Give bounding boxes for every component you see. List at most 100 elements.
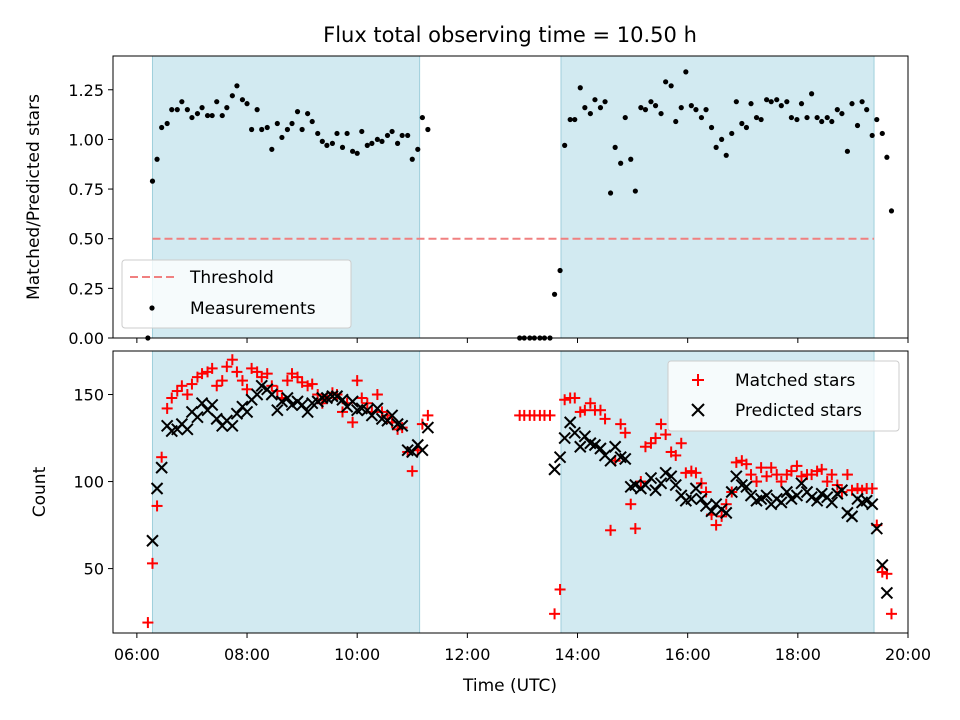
- predicted-star-marker: [639, 478, 652, 492]
- measurement-point: [809, 91, 815, 97]
- top-y-ticks: 0.00 0.25 0.50 0.75 1.00 1.25: [68, 81, 113, 348]
- measurement-point: [663, 79, 669, 85]
- measurement-point: [234, 83, 240, 89]
- matched-star-marker: [549, 608, 561, 620]
- matched-star-marker: [599, 413, 611, 425]
- matched-star-marker: [569, 392, 581, 404]
- predicted-star-marker: [760, 489, 773, 502]
- matched-star-marker: [241, 383, 253, 395]
- measurement-point: [199, 105, 205, 111]
- predicted-star-marker: [558, 431, 571, 445]
- measurement-point: [739, 120, 745, 127]
- measurement-point: [409, 156, 415, 162]
- matched-star-marker: [710, 519, 722, 531]
- measurement-point: [743, 124, 750, 131]
- matched-star-marker: [670, 449, 682, 461]
- measurement-point: [713, 144, 719, 150]
- predicted-star-marker: [316, 391, 329, 405]
- matched-star-marker: [256, 371, 268, 383]
- predicted-star-marker: [740, 480, 753, 493]
- matched-star-marker: [161, 402, 173, 414]
- matched-star-marker: [246, 362, 258, 374]
- measurement-point: [551, 291, 558, 297]
- legend-predicted-swatch: [691, 403, 705, 417]
- measurement-point: [708, 124, 715, 131]
- predicted-star-marker: [876, 558, 889, 572]
- predicted-star-marker: [295, 398, 309, 412]
- predicted-star-marker: [805, 491, 818, 504]
- measurement-point: [648, 99, 654, 105]
- predicted-star-marker: [865, 497, 879, 511]
- legend-predicted-label: Predicted stars: [735, 401, 862, 421]
- measurement-point: [784, 99, 790, 105]
- measurement-point: [405, 132, 411, 139]
- matched-star-marker: [751, 476, 763, 488]
- predicted-star-marker: [421, 421, 435, 434]
- measurement-point: [219, 112, 225, 119]
- matched-star-marker: [655, 418, 667, 430]
- bottom-panel: 50 100 150 06:00 08:00 10:00 12:00 14:00 16:00 1…: [30, 350, 931, 696]
- predicted-star-marker: [608, 440, 622, 453]
- measurement-point: [678, 105, 684, 111]
- measurement-point: [209, 112, 215, 119]
- measurement-point: [149, 178, 156, 184]
- matched-star-marker: [625, 498, 637, 510]
- predicted-star-marker: [346, 395, 359, 408]
- measurement-point: [359, 128, 365, 135]
- matched-star-marker: [156, 451, 168, 463]
- measurement-point: [389, 128, 395, 135]
- predicted-star-marker: [191, 410, 204, 424]
- matched-star-marker: [730, 456, 742, 468]
- measurement-point: [673, 118, 679, 125]
- matched-star-marker: [146, 557, 158, 569]
- measurement-point: [289, 120, 295, 127]
- measurement-point: [309, 118, 315, 125]
- predicted-star-marker: [230, 407, 244, 420]
- measurement-point: [683, 69, 689, 75]
- legend-matched-swatch: [692, 374, 704, 386]
- measurement-point: [315, 130, 321, 137]
- measurement-point: [658, 110, 664, 117]
- x-tick-label: 14:00: [554, 645, 600, 664]
- matched-star-marker: [605, 524, 617, 536]
- top-y-tick-label: 0.75: [68, 180, 104, 199]
- predicted-star-marker: [285, 398, 299, 412]
- matched-star-marker: [221, 361, 233, 373]
- measurement-point: [339, 144, 346, 150]
- measurement-point: [638, 105, 644, 111]
- measurement-point: [415, 146, 421, 152]
- predicted-star-marker: [780, 485, 794, 499]
- matched-star-marker: [181, 389, 193, 401]
- matched-star-marker: [226, 354, 238, 366]
- matched-star-marker: [594, 404, 606, 416]
- measurement-point: [814, 114, 820, 121]
- top-x-ticks: [136, 338, 909, 343]
- measurement-point: [834, 107, 840, 113]
- x-tick-label: 10:00: [334, 645, 380, 664]
- predicted-star-marker: [371, 402, 384, 415]
- matched-star-marker: [775, 476, 787, 488]
- predicted-star-marker: [574, 440, 587, 453]
- matched-star-marker: [745, 469, 757, 481]
- measurement-point: [764, 97, 770, 103]
- measurement-point: [254, 107, 260, 113]
- predicted-star-marker: [205, 398, 219, 412]
- matched-star-marker: [690, 467, 702, 479]
- predicted-star-marker: [685, 492, 698, 506]
- predicted-star-marker: [860, 494, 873, 507]
- predicted-star-marker: [150, 482, 164, 495]
- matched-star-marker: [785, 465, 797, 477]
- measurement-point: [788, 114, 795, 121]
- measurement-point: [864, 107, 870, 113]
- bottom-y-ticks: 50 100 150: [73, 386, 113, 579]
- measurement-point: [622, 114, 628, 121]
- measurement-point: [798, 101, 805, 107]
- measurement-point: [688, 103, 694, 109]
- measurement-point: [274, 120, 280, 127]
- measurement-point: [642, 107, 649, 113]
- matched-star-marker: [615, 418, 627, 430]
- measurement-point: [628, 156, 634, 162]
- measurement-point: [284, 126, 291, 133]
- measurement-point: [592, 97, 598, 103]
- measurement-point: [819, 118, 825, 125]
